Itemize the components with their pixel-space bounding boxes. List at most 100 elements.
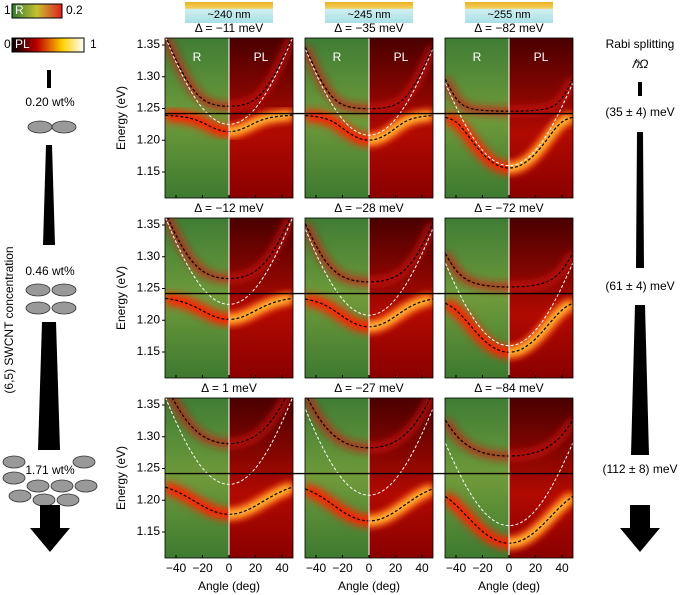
y-tick-label: 1.35 xyxy=(137,217,161,231)
panel xyxy=(445,38,573,198)
rabi-arrow xyxy=(620,505,660,552)
nanotube-icons xyxy=(27,120,77,134)
panel-title: Δ = −35 meV xyxy=(334,21,403,35)
rabi-value: (35 ± 4) meV xyxy=(605,105,674,119)
rabi-value: (61 ± 4) meV xyxy=(605,279,674,293)
x-tick-label: 20 xyxy=(389,561,403,575)
y-tick-label: 1.25 xyxy=(137,281,161,295)
thickness-label: ~240 nm xyxy=(207,9,250,21)
film-icon xyxy=(465,2,553,23)
half-label: R xyxy=(193,50,202,64)
panel xyxy=(165,398,293,558)
x-tick-label: 20 xyxy=(529,561,543,575)
concentration-bar xyxy=(38,322,60,450)
colorbar-max: 0.2 xyxy=(66,3,83,17)
x-tick-label: −20 xyxy=(192,561,213,575)
panel xyxy=(305,398,433,558)
colorbar-min: 1 xyxy=(4,3,11,17)
concentration-label: 0.20 wt% xyxy=(25,95,75,109)
x-tick-label: −40 xyxy=(446,561,467,575)
pl-glow xyxy=(369,485,433,525)
x-axis-label: Angle (deg) xyxy=(478,579,540,593)
rabi-value: (112 ± 8) meV xyxy=(602,462,677,476)
y-tick-label: 1.15 xyxy=(137,164,161,178)
panel-title: Δ = −27 meV xyxy=(334,381,403,395)
x-tick-label: 40 xyxy=(415,561,429,575)
x-tick-label: 0 xyxy=(366,561,373,575)
colorbar-min: 0 xyxy=(4,37,11,51)
half-label: R xyxy=(333,50,342,64)
panel xyxy=(305,38,433,198)
film-icon xyxy=(185,2,273,23)
rabi-title: Rabi splitting xyxy=(606,37,675,51)
concentration-label: 0.46 wt% xyxy=(25,264,75,278)
pl-glow xyxy=(369,295,433,331)
half-label: R xyxy=(473,50,482,64)
half-label: PL xyxy=(394,50,409,64)
panel-title: Δ = −12 meV xyxy=(194,201,263,215)
colorbar xyxy=(11,3,63,19)
y-tick-label: 1.25 xyxy=(137,461,161,475)
y-tick-label: 1.15 xyxy=(137,344,161,358)
x-tick-label: 40 xyxy=(555,561,569,575)
y-tick-label: 1.35 xyxy=(137,37,161,51)
pl-glow xyxy=(229,294,293,324)
panel xyxy=(165,218,293,378)
panel-title: Δ = −11 meV xyxy=(195,21,264,35)
y-tick-label: 1.20 xyxy=(137,312,161,326)
y-tick-label: 1.20 xyxy=(137,492,161,506)
y-tick-label: 1.35 xyxy=(137,397,161,411)
x-tick-label: 40 xyxy=(275,561,289,575)
lower-polariton xyxy=(305,115,433,141)
rabi-bar xyxy=(636,132,644,268)
nanotube-icons xyxy=(2,455,98,507)
x-axis-label: Angle (deg) xyxy=(198,579,260,593)
concentration-axis-label: (6,5) SWCNT concentration xyxy=(2,246,16,393)
thickness-label: ~255 nm xyxy=(487,9,530,21)
x-tick-label: −40 xyxy=(166,561,187,575)
rabi-symbol: ℏΩ xyxy=(632,57,649,71)
upper-polariton xyxy=(306,398,432,449)
lower-polariton xyxy=(165,486,293,515)
concentration-bar xyxy=(43,145,55,245)
x-tick-label: −20 xyxy=(472,561,493,575)
reflectance-map xyxy=(305,398,369,558)
y-axis-label: Energy (eV) xyxy=(114,266,128,330)
y-tick-label: 1.15 xyxy=(137,524,161,538)
reflectance-map xyxy=(165,398,229,558)
colorbar-label: PL xyxy=(15,37,30,51)
panel-title: Δ = 1 meV xyxy=(201,381,257,395)
half-label: PL xyxy=(534,50,549,64)
y-tick-label: 1.30 xyxy=(137,429,161,443)
film-icon xyxy=(325,2,413,23)
y-tick-label: 1.25 xyxy=(137,101,161,115)
x-tick-label: 20 xyxy=(249,561,263,575)
x-axis-label: Angle (deg) xyxy=(338,579,400,593)
x-tick-label: −20 xyxy=(332,561,353,575)
upper-polariton xyxy=(445,79,573,112)
rabi-bar xyxy=(631,305,649,455)
pl-map xyxy=(229,398,293,558)
panel-title: Δ = −84 meV xyxy=(474,381,543,395)
x-tick-label: 0 xyxy=(506,561,513,575)
panel xyxy=(445,398,573,558)
nanotube-icons xyxy=(25,283,77,315)
pl-map xyxy=(369,398,433,558)
colorbar-label: R xyxy=(15,3,24,17)
y-axis-label: Energy (eV) xyxy=(114,86,128,150)
rabi-bar xyxy=(638,82,642,96)
panel-title: Δ = −72 meV xyxy=(474,201,543,215)
concentration-arrow xyxy=(30,505,70,552)
y-tick-label: 1.20 xyxy=(137,132,161,146)
thickness-label: ~245 nm xyxy=(347,9,390,21)
x-tick-label: −40 xyxy=(306,561,327,575)
y-tick-label: 1.30 xyxy=(137,249,161,263)
concentration-bar xyxy=(47,70,51,88)
panel-title: Δ = −28 meV xyxy=(334,201,403,215)
panel-title: Δ = −82 meV xyxy=(474,21,543,35)
concentration-label: 1.71 wt% xyxy=(25,463,75,477)
colorbar-max: 1 xyxy=(90,37,97,51)
y-tick-label: 1.30 xyxy=(137,69,161,83)
half-label: PL xyxy=(254,50,269,64)
